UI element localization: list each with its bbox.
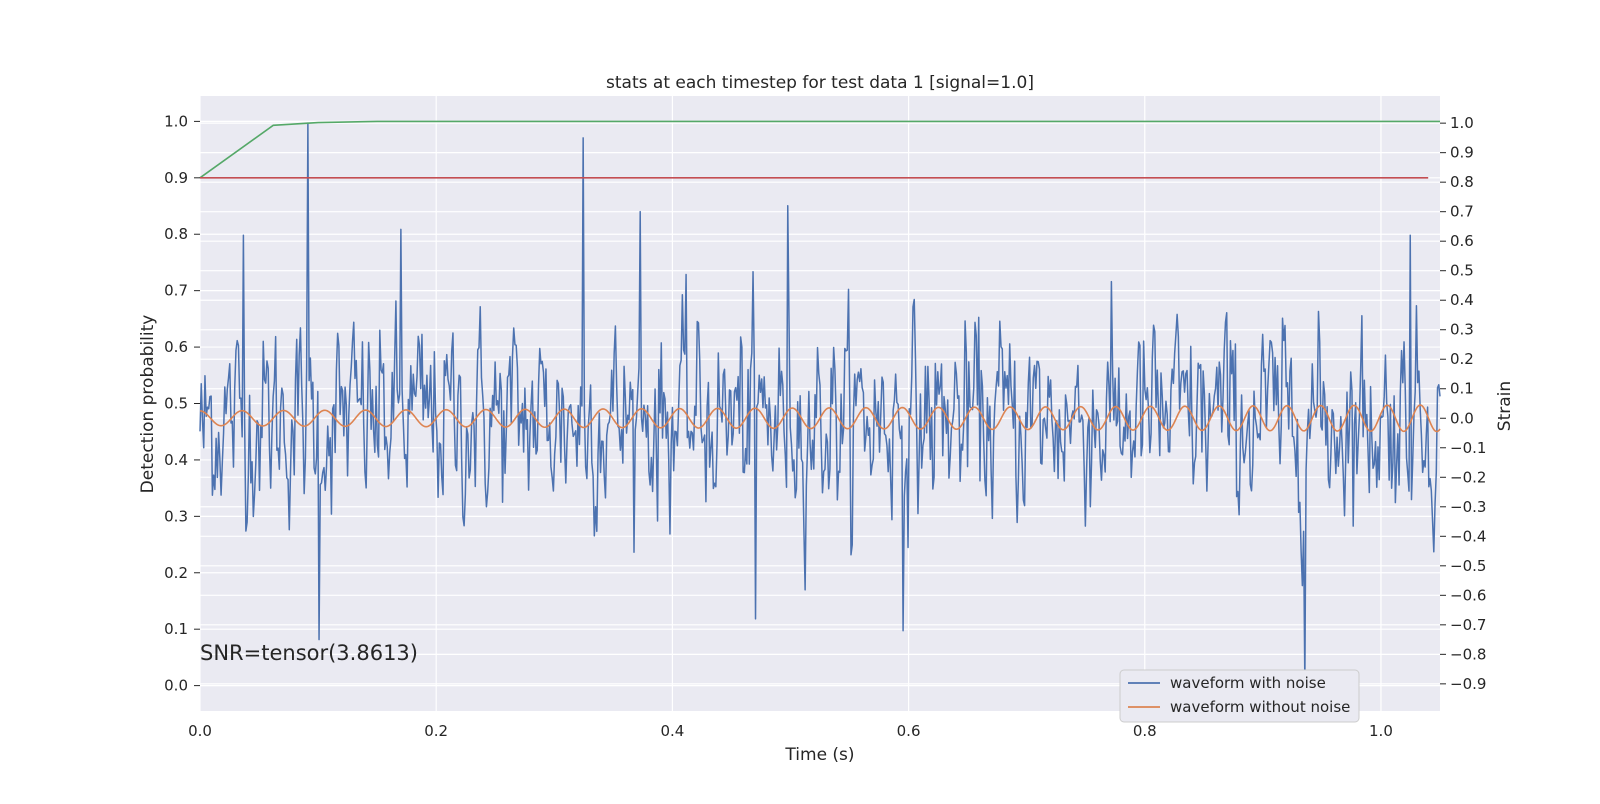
x-tick-label: 0.0 bbox=[188, 722, 212, 740]
right-tick-label: 0.1 bbox=[1450, 380, 1474, 398]
right-tick-label: 0.0 bbox=[1450, 409, 1474, 427]
left-tick-label: 0.3 bbox=[164, 507, 188, 525]
right-tick-label: 0.9 bbox=[1450, 144, 1474, 162]
right-tick-label: −0.3 bbox=[1450, 498, 1486, 516]
series-layer bbox=[199, 120, 1441, 685]
series-line-waveform-with-noise bbox=[199, 122, 1441, 685]
grid-lines bbox=[199, 96, 1440, 711]
right-tick-label: 0.5 bbox=[1450, 262, 1474, 280]
left-tick-label: 0.6 bbox=[164, 338, 188, 356]
x-axis-label: Time (s) bbox=[784, 745, 854, 765]
left-tick-label: 0.7 bbox=[164, 282, 188, 300]
right-tick-label: 0.2 bbox=[1450, 350, 1474, 368]
left-tick-label: 0.4 bbox=[164, 451, 188, 469]
right-tick-label: 0.6 bbox=[1450, 232, 1474, 250]
legend-label-noise: waveform with noise bbox=[1170, 674, 1326, 692]
right-tick-label: −0.5 bbox=[1450, 557, 1486, 575]
right-tick-labels: −0.9 −0.8 −0.7 −0.6 −0.5 −0.4 −0.3 −0.2 −0.1 0.0 0… bbox=[1440, 114, 1486, 693]
right-tick-label: −0.4 bbox=[1450, 527, 1486, 545]
legend: waveform with noise waveform without noi… bbox=[1119, 669, 1360, 723]
x-tick-labels: 0.0 0.2 0.4 0.6 0.8 1.0 bbox=[188, 722, 1393, 740]
left-tick-label: 0.8 bbox=[164, 225, 188, 243]
x-tick-label: 0.4 bbox=[660, 722, 684, 740]
left-tick-label: 0.9 bbox=[164, 169, 188, 187]
right-tick-label: −0.2 bbox=[1450, 468, 1486, 486]
x-tick-label: 0.6 bbox=[897, 722, 921, 740]
right-tick-label: −0.1 bbox=[1450, 439, 1486, 457]
x-tick-label: 0.8 bbox=[1133, 722, 1157, 740]
series-line-waveform-without-noise bbox=[199, 404, 1441, 433]
right-axis-label: Strain bbox=[1495, 381, 1515, 431]
right-tick-label: 0.7 bbox=[1450, 203, 1474, 221]
left-tick-label: 1.0 bbox=[164, 112, 188, 130]
x-tick-label: 1.0 bbox=[1369, 722, 1393, 740]
right-tick-label: 0.3 bbox=[1450, 321, 1474, 339]
right-tick-label: −0.9 bbox=[1450, 675, 1486, 693]
x-tick-label: 0.2 bbox=[424, 722, 448, 740]
chart-title: stats at each timestep for test data 1 [… bbox=[606, 73, 1034, 93]
series-line-detection-green bbox=[199, 120, 1440, 179]
left-axis-label: Detection probability bbox=[138, 315, 158, 494]
legend-label-clean: waveform without noise bbox=[1170, 698, 1350, 716]
left-tick-label: 0.5 bbox=[164, 395, 188, 413]
left-tick-label: 0.2 bbox=[164, 564, 188, 582]
snr-annotation: SNR=tensor(3.8613) bbox=[200, 641, 418, 665]
right-tick-label: 0.8 bbox=[1450, 173, 1474, 191]
legend-box bbox=[1119, 669, 1360, 723]
right-tick-label: −0.8 bbox=[1450, 645, 1486, 663]
right-tick-label: 1.0 bbox=[1450, 114, 1474, 132]
right-tick-label: 0.4 bbox=[1450, 291, 1474, 309]
left-tick-label: 0.0 bbox=[164, 677, 188, 695]
right-tick-label: −0.6 bbox=[1450, 586, 1486, 604]
left-tick-label: 0.1 bbox=[164, 620, 188, 638]
left-tick-labels: 0.0 0.1 0.2 0.3 0.4 0.5 0.6 0.7 0.8 0.9 1.0 bbox=[164, 112, 200, 695]
right-tick-label: −0.7 bbox=[1450, 616, 1486, 634]
